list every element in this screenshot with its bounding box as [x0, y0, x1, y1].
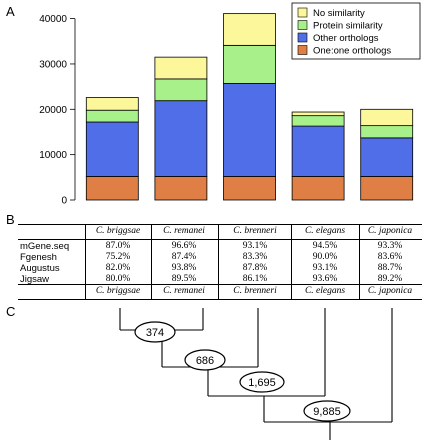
- accuracy-cell: 80.0%: [105, 274, 131, 284]
- panel-label-c: C: [6, 304, 16, 319]
- bar-segment: [85, 97, 139, 111]
- species-header: C. elegans: [304, 286, 346, 296]
- bar-segment: [223, 13, 276, 46]
- y-tick-label: 0: [61, 196, 67, 207]
- tree-node: [303, 400, 351, 422]
- accuracy-cell: 82.0%: [105, 263, 131, 273]
- accuracy-cell: 86.1%: [242, 274, 268, 284]
- species-header: C. brenneri: [233, 286, 277, 296]
- tree-node-label: 1,695: [248, 377, 276, 389]
- accuracy-cell: 93.1%: [242, 241, 268, 251]
- species-header: C. japonica: [367, 286, 413, 296]
- tree-node: [184, 349, 226, 371]
- accuracy-cell: 93.8%: [171, 263, 197, 273]
- bar-segment: [154, 56, 208, 80]
- tree-node-label: 686: [196, 355, 214, 367]
- bar-segment: [223, 44, 276, 84]
- bar-segment: [291, 176, 345, 201]
- legend-label: Protein similarity: [313, 21, 383, 32]
- bar-segment: [85, 109, 139, 123]
- table-col-divider: [85, 224, 86, 300]
- method-name: Augustus: [20, 263, 60, 274]
- panel-label-a: A: [6, 4, 15, 19]
- table-col-divider: [151, 224, 152, 300]
- bar-segment: [85, 121, 139, 177]
- tree-node-label: 9,885: [313, 406, 341, 418]
- y-tick-label: 10000: [39, 150, 67, 161]
- legend-box: [291, 2, 421, 60]
- method-name: Fgenesh: [20, 252, 57, 263]
- table-row: Fgenesh 75.2% 87.4% 83.3% 90.0% 83.6%: [0, 251, 432, 264]
- accuracy-cell: 89.2%: [377, 274, 403, 284]
- bar-segment: [154, 78, 208, 102]
- accuracy-cell: 75.2%: [105, 252, 131, 262]
- y-tick-label: 30000: [39, 59, 67, 70]
- method-name: mGene.seq: [20, 241, 70, 252]
- species-header: C. briggsae: [95, 226, 141, 236]
- accuracy-cell: 87.4%: [171, 252, 197, 262]
- bar-segment: [154, 100, 208, 177]
- tree-node: [239, 371, 285, 393]
- table-rule-top: [18, 224, 422, 225]
- species-header: C. remanei: [163, 226, 205, 236]
- table-col-divider: [218, 224, 219, 300]
- table-row: Jigsaw 80.0% 89.5% 86.1% 93.6% 89.2%: [0, 273, 432, 286]
- panel-label-b: B: [6, 212, 15, 227]
- y-tick-label: 20000: [39, 105, 67, 116]
- bar-segment: [360, 176, 414, 201]
- legend-label: Other orthologs: [313, 33, 379, 44]
- performance-table: C. briggsae C. remanei C. brenneri C. elega…: [0, 222, 432, 302]
- species-header: C. brenneri: [233, 226, 277, 236]
- accuracy-cell: 89.5%: [171, 274, 197, 284]
- accuracy-cell: 87.8%: [242, 263, 268, 273]
- legend-label: No similarity: [313, 8, 365, 19]
- bar-segment: [223, 83, 276, 177]
- bar-segment: [291, 115, 345, 127]
- y-tick-label: 40000: [39, 14, 67, 25]
- table-row: Augustus 82.0% 93.8% 87.8% 93.1% 88.7%: [0, 262, 432, 275]
- accuracy-cell: 96.6%: [171, 241, 197, 251]
- table-row: mGene.seq 87.0% 96.6% 93.1% 94.5% 93.3%: [0, 240, 432, 253]
- legend-swatch: [297, 20, 308, 30]
- accuracy-cell: 94.5%: [312, 241, 338, 251]
- accuracy-cell: 83.3%: [242, 252, 268, 262]
- accuracy-cell: 90.0%: [312, 252, 338, 262]
- bar-segment: [154, 176, 208, 201]
- species-header: C. elegans: [304, 226, 346, 236]
- accuracy-cell: 87.0%: [105, 241, 131, 251]
- bar-segment: [360, 137, 414, 177]
- table-col-divider: [359, 224, 360, 300]
- bar-segment: [223, 176, 276, 201]
- accuracy-cell: 88.7%: [377, 263, 403, 273]
- legend-swatch: [297, 32, 308, 43]
- bar-segment: [360, 108, 414, 127]
- species-header: C. japonica: [367, 226, 413, 236]
- bar-segment: [85, 176, 139, 201]
- legend-swatch: [297, 7, 308, 18]
- ortholog-stacked-bar-chart: 0 10000 20000 30000 40000 No similarity Protei…: [39, 2, 421, 207]
- accuracy-cell: 93.1%: [312, 263, 338, 273]
- table-rule-header: [18, 239, 422, 240]
- tree-node: [134, 321, 176, 343]
- species-header: C. remanei: [163, 286, 205, 296]
- legend-swatch: [297, 45, 308, 55]
- species-header: C. briggsae: [95, 286, 141, 296]
- method-name: Jigsaw: [20, 274, 50, 285]
- table-col-divider: [291, 224, 292, 300]
- table-rule-footer: [18, 284, 422, 285]
- phylogeny-tree: 374 686 1,695 9,885: [119, 308, 393, 440]
- bar-segment: [291, 125, 345, 177]
- table-rule-bottom: [18, 299, 422, 300]
- legend-label: One:one orthologs: [313, 46, 391, 57]
- accuracy-cell: 83.6%: [377, 252, 403, 262]
- bar-segment: [360, 125, 414, 139]
- tree-node-label: 374: [146, 327, 164, 339]
- bar-segment: [291, 111, 345, 117]
- accuracy-cell: 93.3%: [377, 241, 403, 251]
- accuracy-cell: 93.6%: [312, 274, 338, 284]
